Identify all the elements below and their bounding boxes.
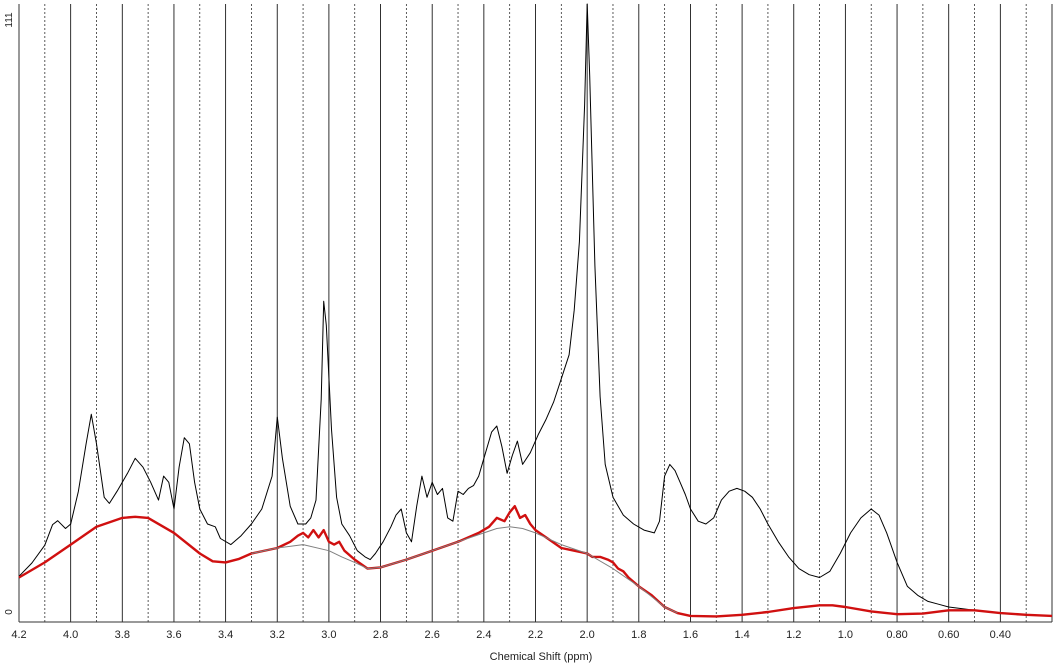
x-tick-label: 3.8 [115,629,130,641]
x-tick-label: 3.2 [270,629,285,641]
x-axis-title: Chemical Shift (ppm) [490,651,593,663]
series-layer [18,3,1053,618]
x-tick-labels: 4.2 4.0 3.8 3.6 3.4 3.2 3.0 2.8 2.6 2.4 2.2 2.0 1.8 1… [11,629,1011,641]
x-tick-label: 1.6 [683,629,698,641]
spectrum-trace [18,3,1053,617]
x-tick-label: 2.8 [373,629,388,641]
x-tick-label: 2.6 [425,629,440,641]
x-tick-label: 0.80 [886,629,907,641]
x-tick-label: 4.2 [11,629,26,641]
x-tick-label: 3.6 [166,629,181,641]
baseline-trace [251,526,678,614]
x-tick-label: 1.2 [786,629,801,641]
x-tick-label: 4.0 [63,629,78,641]
x-tick-label: 2.0 [580,629,595,641]
x-tick-label: 0.40 [990,629,1011,641]
x-tick-label: 3.4 [218,629,233,641]
fit-trace [18,505,1053,618]
x-tick-label: 3.0 [321,629,336,641]
y-tick-label-zero: 0 [4,609,15,615]
y-tick-label-max: 111 [4,12,15,28]
x-tick-label: 0.60 [938,629,959,641]
x-tick-label: 1.8 [631,629,646,641]
grid-lines [44,4,1053,622]
x-tick-label: 2.2 [528,629,543,641]
x-tick-label: 2.4 [476,629,491,641]
x-tick-label: 1.0 [838,629,853,641]
x-tick-label: 1.4 [734,629,749,641]
